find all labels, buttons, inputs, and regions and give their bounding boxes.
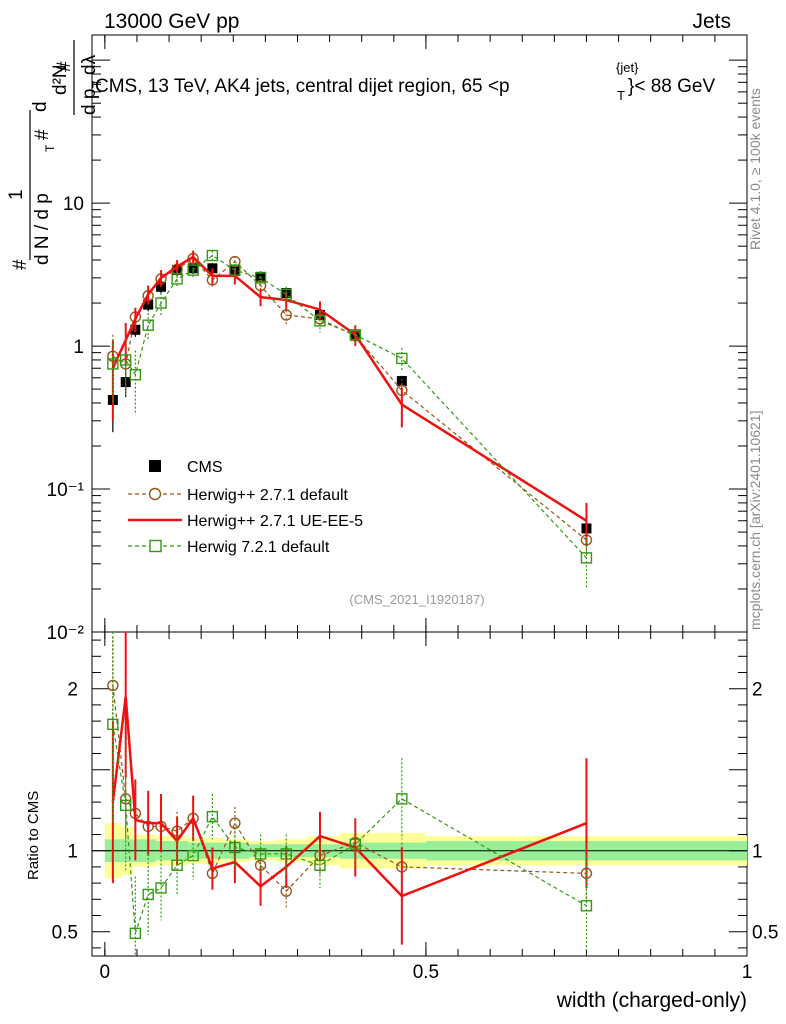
ratio-point-herwig7 — [396, 793, 408, 805]
header-category: Jets — [692, 10, 731, 33]
title-superscript: {jet} — [616, 60, 639, 75]
ylabel-hash-1: # — [10, 259, 31, 270]
title-end: }< 88 GeV — [628, 76, 715, 97]
y-main-tick-label: 10 — [63, 194, 84, 215]
ylabel-one: 1 — [6, 189, 27, 200]
y-ratio-tick-label-right: 1 — [752, 842, 763, 863]
data-point-herwig7 — [129, 369, 142, 381]
ratio-point-herwig7 — [171, 859, 183, 871]
ylabel-hash-2: # — [32, 129, 53, 140]
ylabel-T1: T — [43, 144, 57, 152]
data-point-herwig7 — [280, 288, 292, 301]
x-tick-label: 0.5 — [413, 962, 439, 983]
data-point-herwig7 — [396, 352, 408, 365]
ylabel-d2N-hash: d — [30, 101, 51, 112]
x-tick-label: 1 — [742, 962, 753, 983]
data-point-herwig7 — [229, 264, 241, 276]
data-point-herwig7 — [349, 329, 361, 341]
ylabel-hash-3: # — [54, 61, 75, 72]
ratio-point-herwig7 — [155, 882, 167, 894]
ratio-point-herwig7 — [254, 848, 267, 860]
data-point-herwig7 — [142, 319, 154, 331]
legend-marker-cms — [149, 460, 161, 472]
ylabel-T2: T — [90, 80, 104, 88]
legend-label: Herwig 7.2.1 default — [187, 539, 330, 556]
ratio-panel-frame — [91, 631, 748, 957]
header-process: 13000 GeV pp — [104, 10, 239, 33]
axis-ticks — [92, 35, 748, 956]
legend-label: Herwig++ 2.7.1 default — [187, 487, 349, 504]
data-point-herwig-default — [280, 309, 292, 321]
series-line-main — [112, 257, 587, 541]
ratio-point-herwig7 — [120, 799, 132, 812]
legend-label: CMS — [187, 459, 223, 476]
title-main: CMS, 13 TeV, AK4 jets, central dijet reg… — [95, 76, 510, 97]
ratio-point-herwig7 — [206, 810, 219, 823]
y-axis-label-main: # 1 d N / d p T # d # d²N d p T dλ — [6, 40, 104, 270]
y-ratio-tick-label-right: 0.5 — [752, 923, 778, 944]
data-point-herwig7 — [580, 552, 593, 564]
ylabel-dpT-dl: d p — [79, 89, 100, 115]
x-axis-label: width (charged-only) — [556, 989, 747, 1012]
y-axis-label-ratio: Ratio to CMS — [25, 791, 42, 880]
y-main-tick-label: 1 — [73, 337, 84, 358]
ylabel-dN: d N / d p — [32, 193, 53, 265]
legend-marker-circle — [148, 487, 162, 501]
y-main-tick-label: 10⁻¹ — [47, 480, 85, 501]
data-point-herwig7 — [120, 354, 132, 366]
data-point-herwig7 — [155, 297, 167, 309]
legend-marker-square — [149, 539, 162, 553]
ratio-point-herwig7 — [187, 849, 199, 862]
ratio-panel-series — [107, 632, 593, 956]
ratio-point-herwig7 — [280, 848, 292, 860]
legend-label: Herwig++ 2.7.1 UE-EE-5 — [187, 513, 363, 530]
title-subscript: T — [617, 88, 625, 103]
y-ratio-tick-label: 2 — [67, 680, 78, 701]
data-point-herwig7 — [171, 273, 183, 285]
series-line-main — [112, 254, 587, 559]
y-ratio-tick-label: 0.5 — [52, 923, 78, 944]
ylabel-dlambda: dλ — [79, 54, 100, 75]
axis-tick-labels: 0 0.5 1 10⁻² 10⁻¹ 1 10 0.5 0.5 1 1 2 2 — [47, 194, 779, 983]
data-point-herwig7 — [314, 315, 326, 327]
data-point-cms — [396, 375, 407, 386]
side-label-mcplots: mcplots.cern.ch [arXiv:2401.10621] — [747, 411, 763, 630]
data-point-herwig7 — [206, 249, 219, 262]
data-point-herwig-default — [229, 255, 241, 268]
ylabel-d2N: d²N — [50, 64, 71, 95]
y-main-tick-label: 10⁻² — [47, 623, 85, 644]
series-line-ratio — [112, 724, 587, 934]
y-ratio-tick-label-right: 2 — [752, 680, 763, 701]
ratio-point-herwig7 — [129, 927, 142, 940]
ratio-point-herwig7 — [229, 841, 241, 854]
ratio-point-herwig7 — [142, 888, 154, 901]
data-point-herwig7 — [254, 272, 267, 284]
main-panel-series — [107, 249, 593, 589]
x-tick-label: 0 — [100, 962, 111, 983]
ratio-point-herwig7 — [107, 718, 119, 731]
ratio-point-herwig7 — [349, 838, 361, 850]
legend: CMS Herwig++ 2.7.1 default Herwig++ 2.7.1 … — [128, 459, 363, 556]
y-ratio-tick-label: 1 — [67, 842, 78, 863]
data-point-herwig7 — [107, 358, 119, 370]
ratio-point-herwig7 — [580, 900, 593, 912]
data-point-herwig7 — [187, 264, 199, 276]
ratio-point-herwig7 — [314, 859, 326, 871]
plot-title: CMS, 13 TeV, AK4 jets, central dijet reg… — [95, 76, 510, 97]
analysis-tag: (CMS_2021_I1920187) — [349, 592, 484, 607]
side-label-rivet: Rivet 4.1.0, ≥ 100k events — [747, 88, 763, 250]
